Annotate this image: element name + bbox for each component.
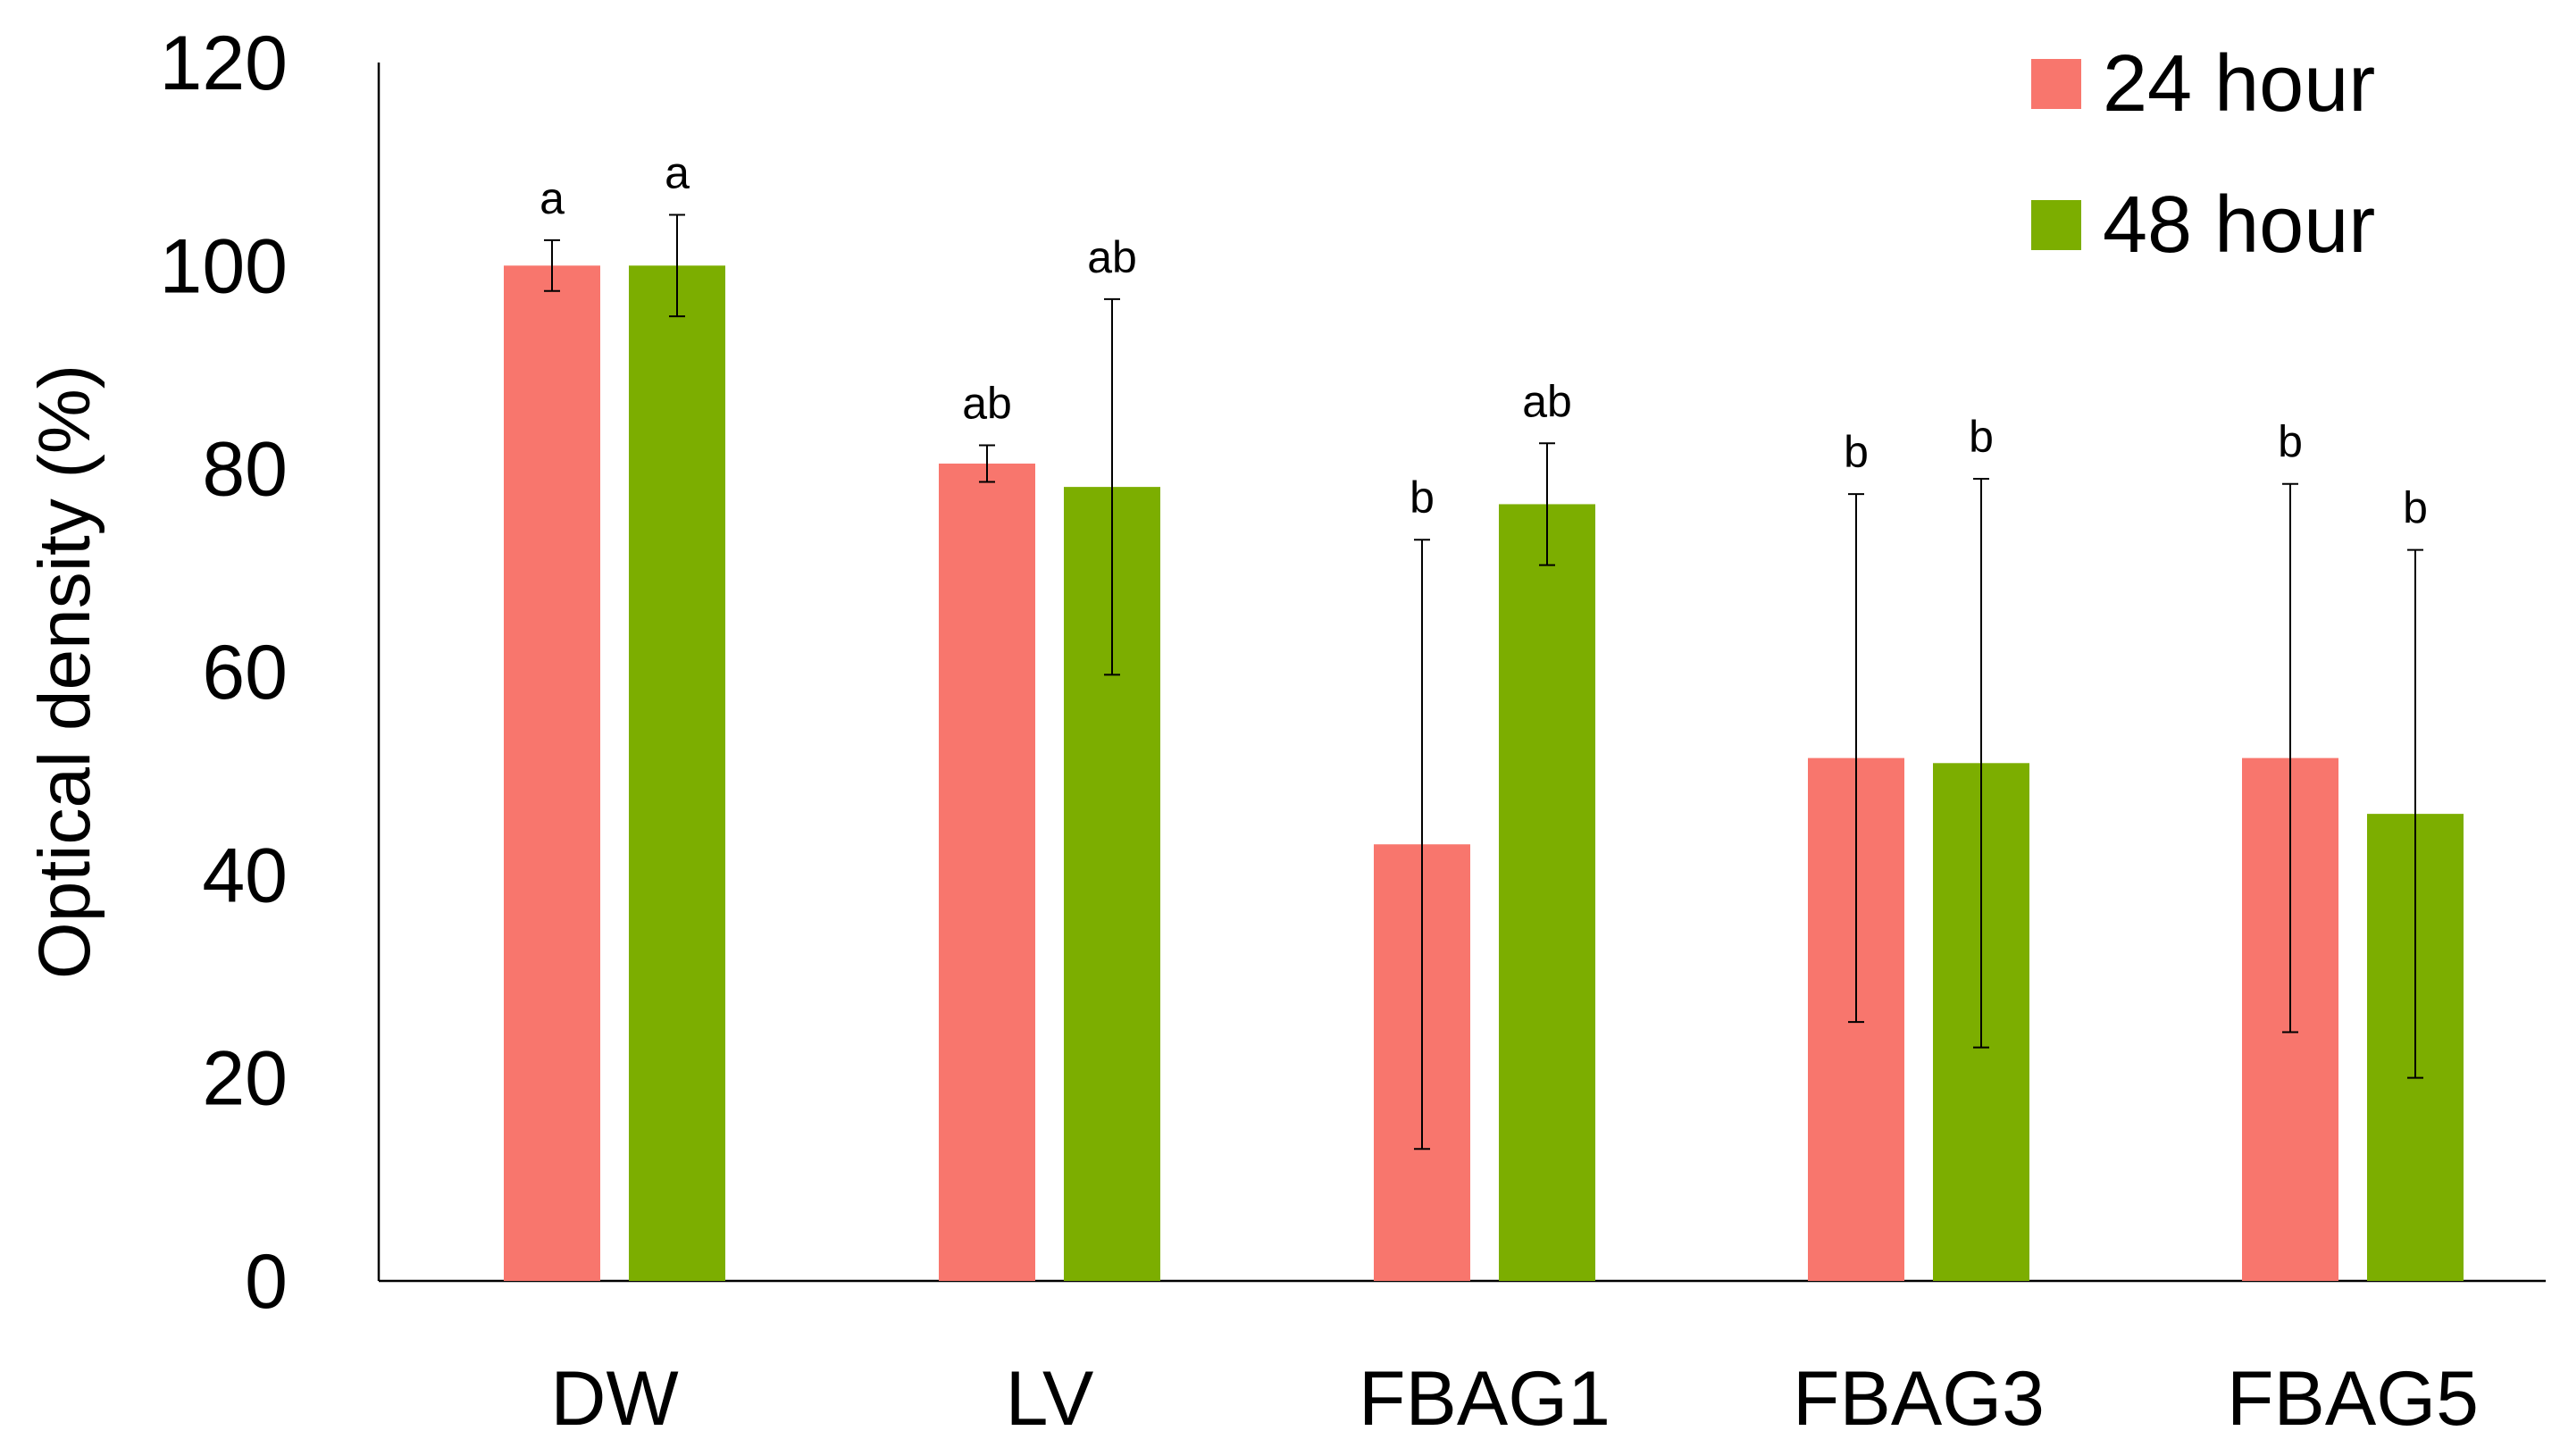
y-tick-label: 40: [202, 833, 288, 918]
significance-letter: b: [2403, 483, 2428, 533]
significance-letter: ab: [962, 379, 1012, 429]
significance-letter: a: [540, 173, 565, 223]
bar-48h-dw: [629, 265, 725, 1281]
significance-letter: ab: [1522, 376, 1572, 426]
bar-24h-lv: [939, 463, 1035, 1281]
error-bar: [1973, 478, 1989, 1049]
error-bar: [2407, 548, 2423, 1079]
significance-letters: a a ab ab b ab b b b b: [540, 148, 2428, 533]
bars: [504, 265, 2464, 1281]
error-bars: [544, 213, 2423, 1151]
legend-item: 24 hour: [2031, 39, 2375, 129]
error-bar: [1539, 442, 1555, 566]
legend-swatch: [2031, 59, 2081, 109]
error-bar: [544, 238, 560, 292]
significance-letter: b: [1844, 427, 1869, 477]
category-labels: DW LV FBAG1 FBAG3 FBAG5: [550, 1356, 2479, 1442]
y-tick-label: 120: [160, 21, 289, 106]
error-bar: [669, 213, 685, 318]
significance-letter: b: [2278, 417, 2303, 467]
y-tick-label: 20: [202, 1036, 288, 1122]
error-bar: [979, 444, 995, 483]
x-tick-label: FBAG3: [1793, 1356, 2045, 1442]
error-bar: [1414, 539, 1430, 1151]
x-tick-label: DW: [550, 1356, 678, 1442]
bar-24h-dw: [504, 265, 600, 1281]
error-bar: [2282, 482, 2298, 1033]
significance-letter: b: [1410, 473, 1435, 523]
bar-48h-fbag1: [1499, 504, 1595, 1281]
legend-label: 48 hour: [2103, 180, 2375, 270]
x-tick-label: LV: [1006, 1356, 1094, 1442]
y-tick-label: 60: [202, 630, 288, 715]
y-tick-label: 0: [245, 1239, 288, 1325]
significance-letter: b: [1969, 412, 1994, 462]
y-tick-label: 100: [160, 223, 289, 309]
significance-letter: a: [665, 148, 690, 198]
significance-letter: ab: [1087, 232, 1137, 282]
legend: 24 hour 48 hour: [2031, 39, 2375, 270]
error-bar: [1104, 297, 1120, 676]
y-axis-label: Optical density (%): [24, 364, 105, 979]
legend-item: 48 hour: [2031, 180, 2375, 270]
y-tick-label: 80: [202, 427, 288, 513]
x-tick-label: FBAG1: [1359, 1356, 1610, 1442]
error-bar: [1848, 493, 1864, 1024]
y-tick-labels: 0 20 40 60 80 100 120: [160, 21, 289, 1325]
x-tick-label: FBAG5: [2227, 1356, 2479, 1442]
legend-swatch: [2031, 200, 2081, 250]
legend-label: 24 hour: [2103, 39, 2375, 129]
